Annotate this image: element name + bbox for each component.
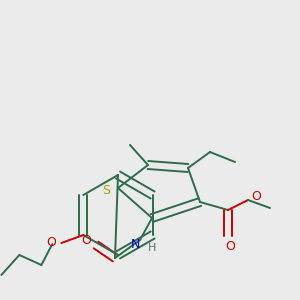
Text: O: O — [46, 236, 56, 250]
Text: N: N — [130, 238, 140, 251]
Text: O: O — [251, 190, 261, 203]
Text: S: S — [102, 184, 110, 196]
Text: O: O — [225, 239, 235, 253]
Text: H: H — [148, 243, 156, 253]
Text: O: O — [81, 235, 91, 248]
